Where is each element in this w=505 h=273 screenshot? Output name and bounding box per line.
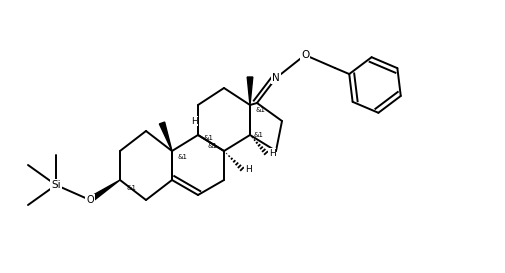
Text: H: H	[269, 149, 275, 158]
Text: H: H	[244, 165, 251, 174]
Text: &1: &1	[177, 154, 187, 160]
Polygon shape	[247, 77, 253, 105]
Text: Si: Si	[51, 180, 61, 190]
Text: O: O	[86, 195, 94, 205]
Polygon shape	[88, 180, 120, 202]
Text: H: H	[190, 117, 197, 126]
Text: &1: &1	[203, 135, 213, 141]
Text: &1: &1	[253, 132, 263, 138]
Text: &1: &1	[127, 185, 137, 191]
Polygon shape	[160, 122, 172, 151]
Text: N: N	[272, 73, 280, 83]
Text: O: O	[301, 50, 309, 60]
Text: &1: &1	[255, 107, 265, 113]
Text: &1: &1	[207, 143, 217, 149]
